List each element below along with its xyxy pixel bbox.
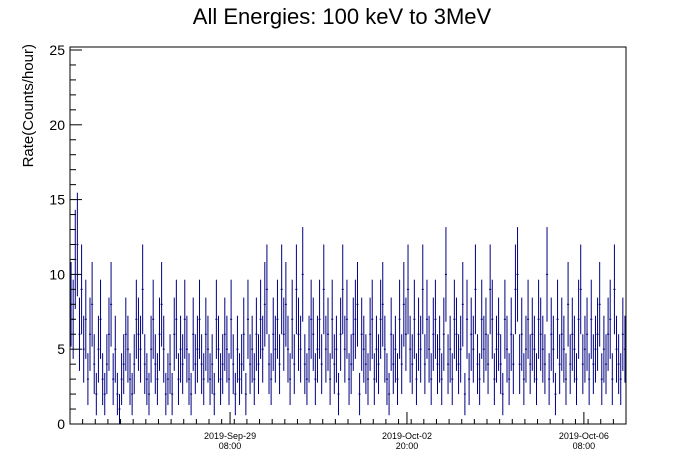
x-tick-label: 2019-Oct-06 xyxy=(559,431,609,441)
y-tick-label: 10 xyxy=(49,266,65,282)
y-tick-label: 0 xyxy=(57,416,65,432)
y-tick-label: 20 xyxy=(49,117,65,133)
y-tick-label: 15 xyxy=(49,192,65,208)
x-tick-label: 20:00 xyxy=(396,441,419,451)
y-axis-label: Rate(Counts/hour) xyxy=(20,44,37,167)
y-axis: 0 5 10 15 20 25 xyxy=(49,42,82,432)
x-tick-label: 2019-Oct-02 xyxy=(382,431,432,441)
x-tick-label: 08:00 xyxy=(219,441,242,451)
x-tick-label: 08:00 xyxy=(573,441,596,451)
x-tick-label: 2019-Sep-29 xyxy=(204,431,256,441)
y-tick-label: 5 xyxy=(57,341,65,357)
chart-title: All Energies: 100 keV to 3MeV xyxy=(193,4,492,29)
x-axis: 2019-Sep-2908:002019-Oct-0220:002019-Oct… xyxy=(82,412,614,451)
data-series xyxy=(70,192,626,424)
y-tick-label: 25 xyxy=(49,42,65,58)
